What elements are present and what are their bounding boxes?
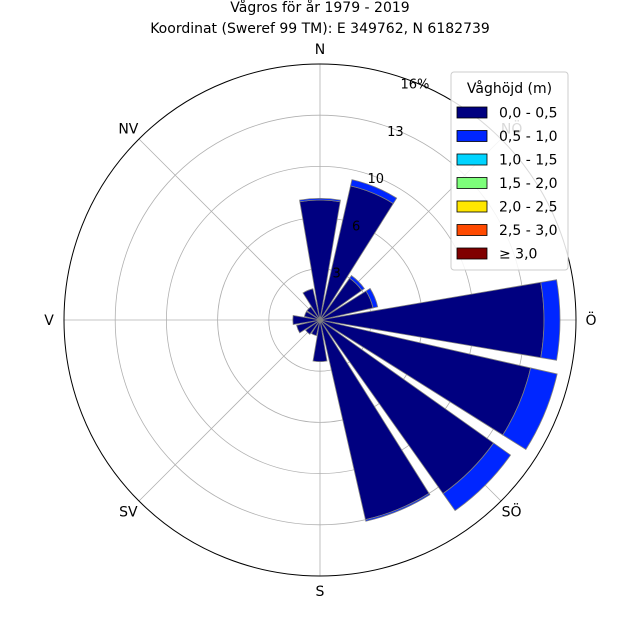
grid-spoke xyxy=(138,138,321,321)
grid-spoke xyxy=(138,319,321,502)
direction-label: SV xyxy=(119,505,138,521)
legend-swatch xyxy=(456,200,488,213)
bar-VNV-bin-0 xyxy=(303,310,321,321)
legend-swatch xyxy=(456,130,488,142)
bar-SSÖ-bin-1 xyxy=(364,492,431,522)
legend-label: 1,0 - 1,5 xyxy=(499,153,557,169)
radial-tick-label: 3 xyxy=(332,267,340,282)
direction-label: Ö xyxy=(585,311,596,329)
direction-label: SÖ xyxy=(502,503,522,521)
bar-NNÖ-bin-1 xyxy=(350,179,398,205)
chart-subtitle: Koordinat (Sweref 99 TM): E 349762, N 61… xyxy=(150,21,490,37)
direction-label: NV xyxy=(118,121,138,137)
legend-swatch xyxy=(456,106,488,119)
direction-label: N xyxy=(315,42,325,58)
radial-tick-label: 10 xyxy=(368,172,385,187)
chart-title: Vågros för år 1979 - 2019 xyxy=(230,0,409,16)
bar-SV-bin-0 xyxy=(305,319,321,335)
bar-ÖNÖ-bin-1 xyxy=(365,287,379,309)
bar-Ö-bin-1 xyxy=(540,279,561,361)
legend-label: 0,0 - 0,5 xyxy=(499,106,557,122)
bar-NNV-bin-0 xyxy=(302,288,321,321)
legend: Våghöjd (m) 0,0 - 0,5 0,5 - 1,0 1,0 - 1,5 1,… xyxy=(450,71,569,271)
legend-label: 1,5 - 2,0 xyxy=(499,176,557,192)
legend-box xyxy=(450,71,569,271)
legend-label: ≥ 3,0 xyxy=(499,247,537,263)
bar-ÖSÖ-bin-1 xyxy=(502,367,558,451)
polar-frame xyxy=(63,63,577,577)
bar-SSV-bin-0 xyxy=(310,319,321,337)
bar-N-bin-1 xyxy=(299,198,341,203)
radial-tick-label: 13 xyxy=(387,125,404,140)
legend-label: 2,0 - 2,5 xyxy=(499,200,557,216)
direction-label: V xyxy=(44,313,54,329)
bar-NÖ-bin-1 xyxy=(349,275,365,291)
legend-title: Våghöjd (m) xyxy=(467,80,552,97)
bar-VSV-bin-0 xyxy=(296,319,321,334)
legend-label: 2,5 - 3,0 xyxy=(499,223,557,239)
legend-swatch xyxy=(456,177,488,189)
legend-swatch xyxy=(456,224,488,236)
radial-tick-label: 6 xyxy=(352,219,360,234)
bar-S-bin-0 xyxy=(312,319,328,363)
direction-label: S xyxy=(316,584,325,600)
legend-label: 0,5 - 1,0 xyxy=(499,129,557,145)
legend-swatch xyxy=(456,153,488,166)
legend-swatch xyxy=(456,247,488,260)
rose-bars xyxy=(292,179,561,522)
bar-V-bin-0 xyxy=(292,314,321,326)
bar-SÖ-bin-1 xyxy=(442,442,512,512)
radial-tick-label: 16% xyxy=(401,77,430,92)
bar-NV-bin-0 xyxy=(306,306,321,321)
